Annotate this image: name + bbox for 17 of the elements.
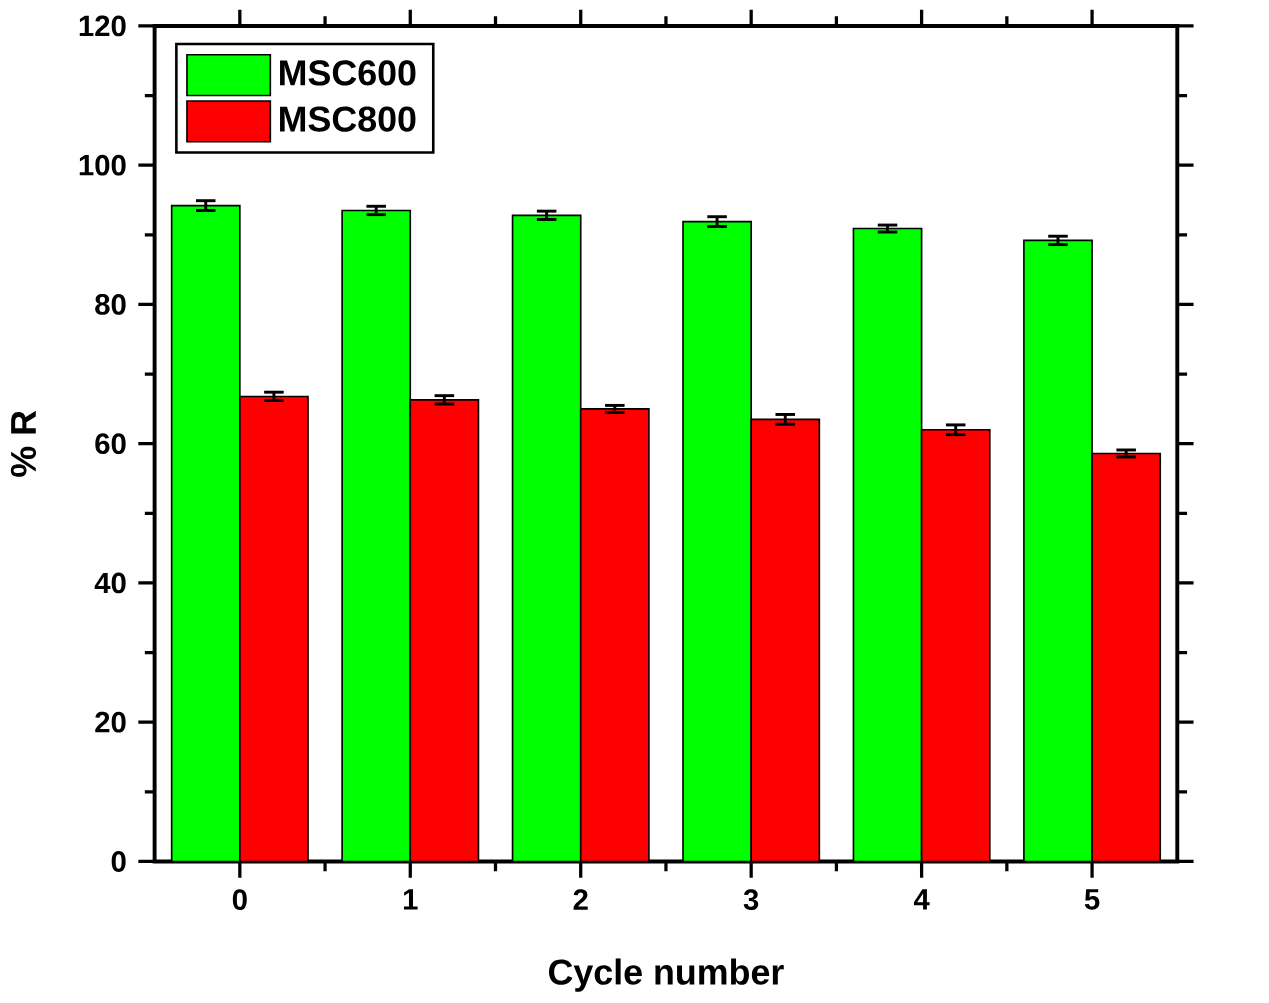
- x-tick-label: 5: [1084, 889, 1100, 910]
- y-tick-label: 0: [111, 851, 126, 873]
- y-tick-label: 100: [79, 154, 126, 176]
- legend-label: MSC600: [280, 60, 416, 86]
- y-tick-label: 80: [95, 294, 126, 315]
- y-tick-label: 20: [95, 711, 126, 733]
- y-tick-label: 60: [95, 433, 126, 455]
- y-tick-label: 120: [79, 15, 126, 37]
- y-tick-label: 40: [94, 572, 126, 594]
- x-tick-label: 3: [743, 889, 759, 911]
- x-tick-label: 4: [913, 889, 930, 910]
- y-axis-title: % R: [10, 410, 37, 477]
- x-axis-title: Cycle number: [549, 958, 784, 992]
- x-tick-label: 0: [232, 889, 247, 911]
- x-tick-label: 2: [573, 889, 588, 910]
- x-tick-label: 1: [403, 889, 418, 910]
- legend-label: MSC800: [280, 106, 416, 132]
